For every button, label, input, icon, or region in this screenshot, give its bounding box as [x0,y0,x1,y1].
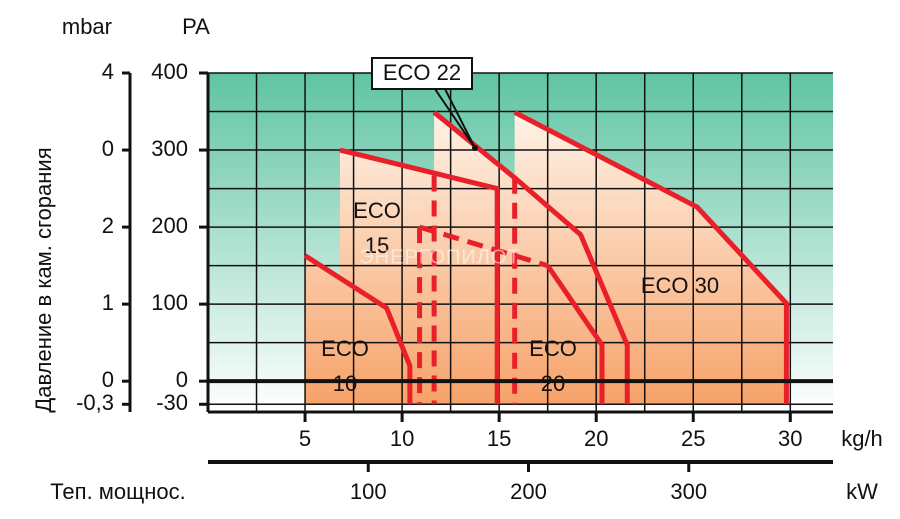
x2-axis-label: kW [846,479,878,504]
y2-tick-label: 0 [102,367,114,392]
callout-arrow [434,88,476,149]
area-label: 15 [365,233,389,258]
callout-dot [472,145,478,151]
area-label: ECO [321,336,369,361]
area [514,112,787,405]
y2-tick-label: 2 [102,213,114,238]
area-label: ECO [353,198,401,223]
y2-tick-label: 0 [102,136,114,161]
area-label: 20 [541,371,565,396]
y-tick-label: -30 [156,390,188,415]
boundary-line [339,147,500,405]
x-tick-label: 25 [681,426,705,451]
x-tick-label: 15 [487,426,511,451]
x-axis-label: kg/h [841,426,883,451]
y-tick-label: 300 [151,136,188,161]
callout-arrow [444,88,476,149]
y2-tick-label: 4 [102,59,114,84]
x-tick-label: 10 [390,426,414,451]
y-tick-label: 0 [176,367,188,392]
y2-axis-label: mbar [62,14,112,39]
x-tick-label: 5 [299,426,311,451]
y2-tick-label: 1 [102,290,114,315]
boundary-line [418,224,549,269]
x2-tick-label: 200 [510,479,547,504]
callout-label: ECO 22 [383,60,461,85]
boundary-line [513,110,789,405]
x2-tick-label: 300 [670,479,707,504]
x2-tick-label: 100 [350,479,387,504]
y-tick-label: 100 [151,290,188,315]
area-label: 10 [333,371,357,396]
y-tick-label: 400 [151,59,188,84]
boundary-line [545,264,605,405]
x2-axis-title: Теп. мощнос. [50,479,186,504]
x-tick-label: 20 [584,426,608,451]
y-tick-label: 200 [151,213,188,238]
watermark: ЭНЕРГОПИЛОТ [359,246,520,268]
y2-tick-label: -0,3 [76,390,114,415]
x-tick-label: 30 [778,426,802,451]
callout-box [371,57,473,90]
area-label: ECO [529,336,577,361]
y-axis-label: PA [182,14,210,39]
boundary-line [303,253,413,405]
y-axis-title: Давление в кам. сгорания [31,147,56,412]
area-label: ECO 30 [641,273,719,298]
boundary-line [432,110,630,405]
